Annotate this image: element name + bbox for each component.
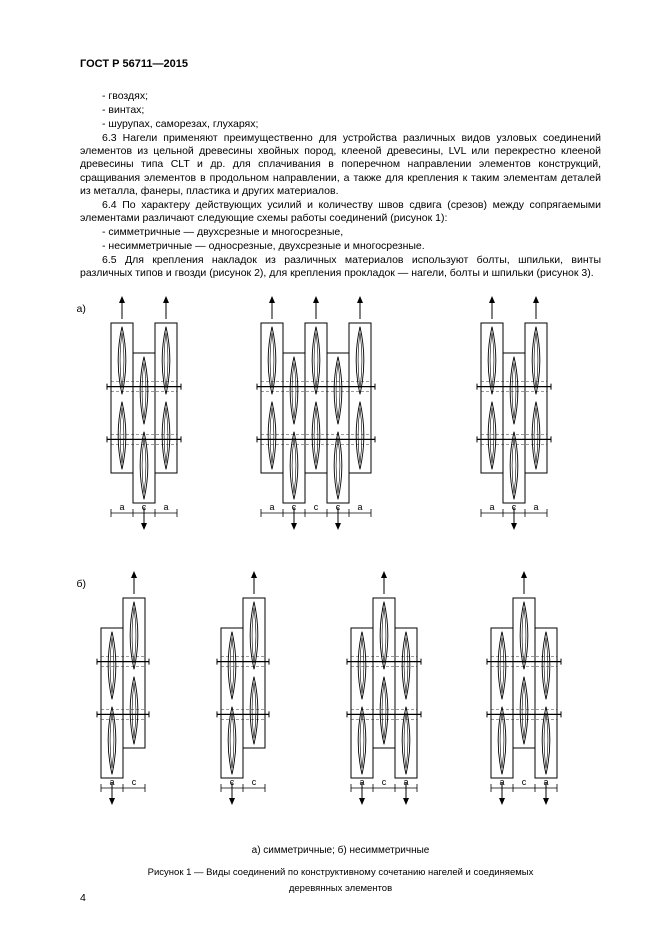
svg-text:c: c (335, 502, 340, 512)
para-6-4: 6.4 По характеру действующих усилий и ко… (80, 199, 601, 225)
svg-text:c: c (229, 777, 234, 787)
diagram-row-a: acaacccaaca (91, 295, 591, 540)
svg-text:a: a (533, 502, 538, 512)
svg-text:c: c (521, 777, 526, 787)
svg-text:a: a (109, 777, 114, 787)
row-a-label: а) (77, 303, 86, 316)
svg-text:c: c (251, 777, 256, 787)
para-6-4a: - симметричные — двухсрезные и многосрез… (80, 226, 601, 239)
svg-text:a: a (357, 502, 362, 512)
document-header: ГОСТ Р 56711—2015 (80, 58, 601, 72)
svg-text:c: c (381, 777, 386, 787)
figure-row-b: б) acccacaaca (91, 570, 591, 815)
svg-text:a: a (163, 502, 168, 512)
para-6-5: 6.5 Для крепления накладок из различных … (80, 254, 601, 280)
svg-text:c: c (313, 502, 318, 512)
svg-text:c: c (291, 502, 296, 512)
svg-text:a: a (359, 777, 364, 787)
figure-caption-line2: деревянных элементов (80, 883, 601, 895)
svg-text:a: a (489, 502, 494, 512)
page-number: 4 (80, 892, 86, 905)
figure-row-a: а) acaacccaaca (91, 295, 591, 540)
svg-text:a: a (269, 502, 274, 512)
bullet-1: - гвоздях; (80, 90, 601, 103)
svg-text:c: c (141, 502, 146, 512)
svg-text:c: c (131, 777, 136, 787)
svg-text:a: a (119, 502, 124, 512)
diagram-row-b: acccacaaca (91, 570, 591, 815)
svg-text:a: a (543, 777, 548, 787)
svg-text:a: a (403, 777, 408, 787)
figure-area: а) a c a a c c c a a c a б) a c c c a c a a c a а) симметри… (80, 295, 601, 895)
bullet-3: - шурупах, саморезах, глухарях; (80, 118, 601, 131)
para-6-3: 6.3 Нагели применяют преимущественно для… (80, 132, 601, 198)
sub-caption: а) симметричные; б) несимметричные (80, 845, 601, 858)
body-text: - гвоздях; - винтах; - шурупах, самореза… (80, 90, 601, 281)
svg-text:a: a (499, 777, 504, 787)
svg-text:c: c (511, 502, 516, 512)
figure-caption-line1: Рисунок 1 — Виды соединений по конструкт… (80, 867, 601, 879)
para-6-4b: - несимметричные — односрезные, двухсрез… (80, 240, 601, 253)
row-b-label: б) (77, 578, 87, 591)
bullet-2: - винтах; (80, 104, 601, 117)
